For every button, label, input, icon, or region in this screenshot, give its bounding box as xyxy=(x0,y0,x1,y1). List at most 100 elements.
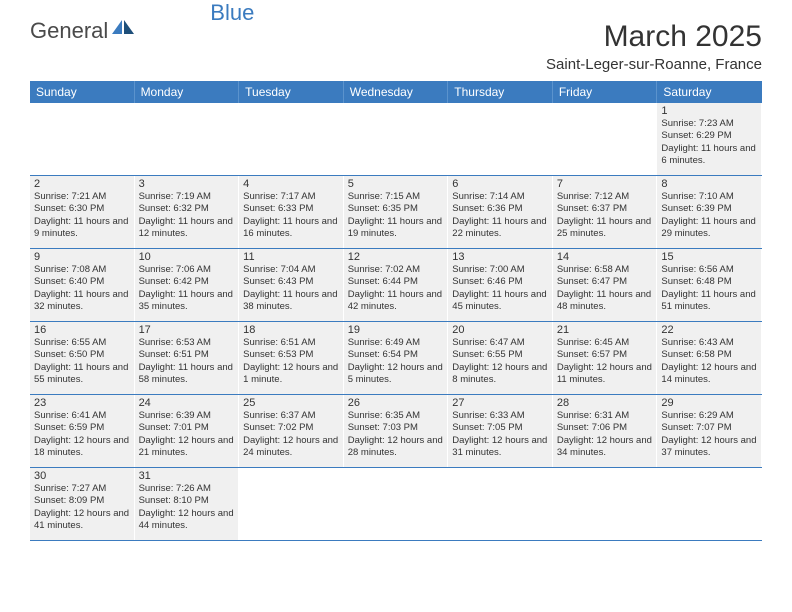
sunset-line: Sunset: 6:47 PM xyxy=(557,276,653,288)
sunrise-line: Sunrise: 6:51 AM xyxy=(243,337,339,349)
day-cell: 27Sunrise: 6:33 AMSunset: 7:05 PMDayligh… xyxy=(448,395,553,467)
logo-text-blue: Blue xyxy=(210,2,254,24)
day-cell: 11Sunrise: 7:04 AMSunset: 6:43 PMDayligh… xyxy=(239,249,344,321)
daylight-line: Daylight: 11 hours and 45 minutes. xyxy=(452,289,548,314)
daylight-line: Daylight: 11 hours and 48 minutes. xyxy=(557,289,653,314)
day-number: 6 xyxy=(452,178,548,190)
day-cell: 12Sunrise: 7:02 AMSunset: 6:44 PMDayligh… xyxy=(344,249,449,321)
location: Saint-Leger-sur-Roanne, France xyxy=(546,56,762,73)
sunset-line: Sunset: 6:50 PM xyxy=(34,349,130,361)
sunrise-line: Sunrise: 6:53 AM xyxy=(139,337,235,349)
sunrise-line: Sunrise: 6:33 AM xyxy=(452,410,548,422)
sunrise-line: Sunrise: 7:21 AM xyxy=(34,191,130,203)
day-number: 22 xyxy=(661,324,757,336)
sunrise-line: Sunrise: 6:55 AM xyxy=(34,337,130,349)
day-cell: 31Sunrise: 7:26 AMSunset: 8:10 PMDayligh… xyxy=(135,468,240,540)
day-number: 26 xyxy=(348,397,444,409)
daylight-line: Daylight: 12 hours and 1 minute. xyxy=(243,362,339,387)
daylight-line: Daylight: 12 hours and 44 minutes. xyxy=(139,508,235,533)
sunset-line: Sunset: 6:54 PM xyxy=(348,349,444,361)
day-cell: 15Sunrise: 6:56 AMSunset: 6:48 PMDayligh… xyxy=(657,249,762,321)
day-cell: 1Sunrise: 7:23 AMSunset: 6:29 PMDaylight… xyxy=(657,103,762,175)
empty-cell xyxy=(448,103,553,175)
day-header: Wednesday xyxy=(344,81,449,103)
day-number: 18 xyxy=(243,324,339,336)
sunset-line: Sunset: 6:32 PM xyxy=(139,203,235,215)
sunset-line: Sunset: 6:53 PM xyxy=(243,349,339,361)
calendar: SundayMondayTuesdayWednesdayThursdayFrid… xyxy=(30,81,762,541)
day-number: 21 xyxy=(557,324,653,336)
daylight-line: Daylight: 12 hours and 8 minutes. xyxy=(452,362,548,387)
sunset-line: Sunset: 7:06 PM xyxy=(557,422,653,434)
sunset-line: Sunset: 6:35 PM xyxy=(348,203,444,215)
sunset-line: Sunset: 6:40 PM xyxy=(34,276,130,288)
sunset-line: Sunset: 6:37 PM xyxy=(557,203,653,215)
sunset-line: Sunset: 6:51 PM xyxy=(139,349,235,361)
header: General Blue March 2025 Saint-Leger-sur-R… xyxy=(0,0,792,81)
sunset-line: Sunset: 8:09 PM xyxy=(34,495,130,507)
sunrise-line: Sunrise: 6:49 AM xyxy=(348,337,444,349)
week-row: 30Sunrise: 7:27 AMSunset: 8:09 PMDayligh… xyxy=(30,468,762,541)
daylight-line: Daylight: 11 hours and 51 minutes. xyxy=(661,289,757,314)
day-cell: 28Sunrise: 6:31 AMSunset: 7:06 PMDayligh… xyxy=(553,395,658,467)
sunset-line: Sunset: 6:43 PM xyxy=(243,276,339,288)
sunrise-line: Sunrise: 6:35 AM xyxy=(348,410,444,422)
sunset-line: Sunset: 7:05 PM xyxy=(452,422,548,434)
day-cell: 29Sunrise: 6:29 AMSunset: 7:07 PMDayligh… xyxy=(657,395,762,467)
sunrise-line: Sunrise: 6:29 AM xyxy=(661,410,757,422)
daylight-line: Daylight: 11 hours and 16 minutes. xyxy=(243,216,339,241)
day-header: Sunday xyxy=(30,81,135,103)
empty-cell xyxy=(135,103,240,175)
daylight-line: Daylight: 12 hours and 28 minutes. xyxy=(348,435,444,460)
day-number: 29 xyxy=(661,397,757,409)
sunrise-line: Sunrise: 6:39 AM xyxy=(139,410,235,422)
day-number: 25 xyxy=(243,397,339,409)
sunset-line: Sunset: 7:02 PM xyxy=(243,422,339,434)
day-number: 14 xyxy=(557,251,653,263)
daylight-line: Daylight: 11 hours and 42 minutes. xyxy=(348,289,444,314)
day-header: Thursday xyxy=(448,81,553,103)
day-number: 27 xyxy=(452,397,548,409)
day-number: 5 xyxy=(348,178,444,190)
sunrise-line: Sunrise: 6:37 AM xyxy=(243,410,339,422)
daylight-line: Daylight: 12 hours and 14 minutes. xyxy=(661,362,757,387)
sunset-line: Sunset: 6:29 PM xyxy=(661,130,757,142)
sunrise-line: Sunrise: 7:02 AM xyxy=(348,264,444,276)
sunrise-line: Sunrise: 6:58 AM xyxy=(557,264,653,276)
daylight-line: Daylight: 11 hours and 58 minutes. xyxy=(139,362,235,387)
sunset-line: Sunset: 6:36 PM xyxy=(452,203,548,215)
day-cell: 26Sunrise: 6:35 AMSunset: 7:03 PMDayligh… xyxy=(344,395,449,467)
sunrise-line: Sunrise: 6:31 AM xyxy=(557,410,653,422)
day-cell: 23Sunrise: 6:41 AMSunset: 6:59 PMDayligh… xyxy=(30,395,135,467)
day-number: 31 xyxy=(139,470,235,482)
sunset-line: Sunset: 6:48 PM xyxy=(661,276,757,288)
sunrise-line: Sunrise: 7:17 AM xyxy=(243,191,339,203)
day-header: Friday xyxy=(553,81,658,103)
day-number: 9 xyxy=(34,251,130,263)
logo-text-gray: General xyxy=(30,20,108,42)
day-cell: 6Sunrise: 7:14 AMSunset: 6:36 PMDaylight… xyxy=(448,176,553,248)
day-number: 4 xyxy=(243,178,339,190)
sunrise-line: Sunrise: 7:00 AM xyxy=(452,264,548,276)
day-cell: 13Sunrise: 7:00 AMSunset: 6:46 PMDayligh… xyxy=(448,249,553,321)
day-cell: 9Sunrise: 7:08 AMSunset: 6:40 PMDaylight… xyxy=(30,249,135,321)
day-number: 10 xyxy=(139,251,235,263)
sunrise-line: Sunrise: 7:26 AM xyxy=(139,483,235,495)
sunset-line: Sunset: 7:01 PM xyxy=(139,422,235,434)
sunset-line: Sunset: 6:57 PM xyxy=(557,349,653,361)
day-header: Saturday xyxy=(657,81,762,103)
day-header: Tuesday xyxy=(239,81,344,103)
empty-cell xyxy=(344,468,449,540)
daylight-line: Daylight: 11 hours and 29 minutes. xyxy=(661,216,757,241)
sunrise-line: Sunrise: 7:27 AM xyxy=(34,483,130,495)
daylight-line: Daylight: 12 hours and 37 minutes. xyxy=(661,435,757,460)
sunset-line: Sunset: 6:58 PM xyxy=(661,349,757,361)
day-cell: 21Sunrise: 6:45 AMSunset: 6:57 PMDayligh… xyxy=(553,322,658,394)
day-cell: 19Sunrise: 6:49 AMSunset: 6:54 PMDayligh… xyxy=(344,322,449,394)
title-block: March 2025 Saint-Leger-sur-Roanne, Franc… xyxy=(546,20,762,73)
day-number: 3 xyxy=(139,178,235,190)
sunset-line: Sunset: 6:46 PM xyxy=(452,276,548,288)
day-cell: 24Sunrise: 6:39 AMSunset: 7:01 PMDayligh… xyxy=(135,395,240,467)
daylight-line: Daylight: 12 hours and 18 minutes. xyxy=(34,435,130,460)
sunrise-line: Sunrise: 6:45 AM xyxy=(557,337,653,349)
